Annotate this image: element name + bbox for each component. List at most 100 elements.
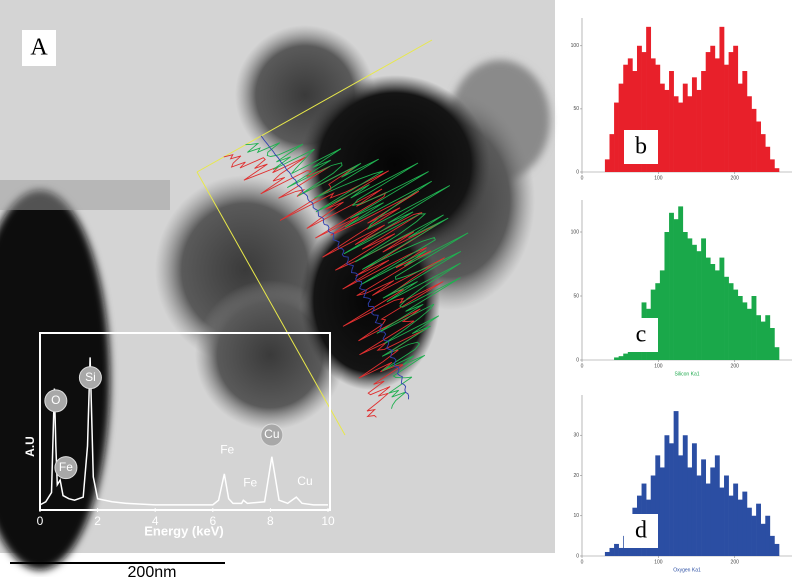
x-tick-label: 6 [209,514,216,528]
bar [705,483,711,556]
bar [669,212,674,360]
bar [719,487,725,556]
bar [774,543,780,556]
bar [678,102,684,172]
bar [746,308,752,360]
scan-trace [245,142,469,409]
bar [636,45,642,172]
x-tick-label: 0 [581,363,584,369]
peak-label: Cu [264,427,279,441]
bar [691,443,697,556]
peak-label: Cu [297,474,312,488]
bar [765,146,771,172]
bar [678,455,684,556]
x-tick-label: 200 [731,175,740,181]
x-tick-label: 100 [654,559,663,565]
panel-label-box [22,30,56,66]
x-tick-label: 2 [94,514,101,528]
bar [769,159,775,172]
bar [710,467,716,556]
peak-marker [54,456,78,480]
bar [760,523,766,556]
scan-trace [260,135,410,400]
bar [691,77,697,172]
y-tick-label: 100 [571,43,580,49]
bar [751,296,757,360]
bar [724,276,729,360]
panel-label: A [30,35,48,61]
panel-label-box [624,514,658,548]
bar [737,499,743,556]
bar [765,315,771,360]
peak-label: Fe [59,460,73,474]
bar [632,71,638,172]
bar [627,347,633,360]
line-scans [223,135,469,418]
peak-marker [44,389,68,413]
bar [728,283,734,360]
bar [673,411,679,556]
bar [746,96,752,172]
bar [705,52,711,172]
bar [618,547,624,556]
bar [760,321,766,360]
spectrum-line [39,357,328,506]
bar [714,270,720,360]
bar [664,435,670,556]
bar [710,45,716,172]
bar [765,515,771,556]
bar [705,257,711,360]
bar [756,315,761,360]
bar [655,455,661,556]
tem-image: A [0,0,555,570]
bar [751,515,757,556]
bar [760,134,766,172]
bar [614,357,619,360]
bar [659,83,665,172]
bar [646,26,652,173]
bar [618,83,624,172]
bar [696,89,702,172]
bar [641,52,647,172]
bar [682,435,688,556]
bar [701,459,707,556]
y-tick-label: 10 [573,513,579,519]
bar [682,232,688,360]
bar [609,547,615,556]
bar [724,64,729,172]
bar [746,507,752,556]
bar [728,495,734,556]
x-tick-label: 0 [37,514,44,528]
bar [623,64,629,172]
bar [719,26,725,173]
bar [614,543,619,556]
bar [733,45,739,172]
bar [742,71,748,172]
x-tick-label: 200 [731,363,740,369]
bar [756,503,761,556]
x-axis-label: Energy (keV) [144,523,223,538]
x-tick-label: 4 [152,514,159,528]
bar [659,270,665,360]
bar [604,159,610,172]
x-axis-label: Silicon Ka1 [674,371,699,377]
bar [701,238,707,360]
bar [669,71,674,172]
bar [737,83,743,172]
inset-frame [39,332,331,511]
charts: 0 2 4 6 8 10 Energy (keV) A.U O Si Fe Fe Fe Cu Cu 0 50 10… [23,18,792,573]
x-tick-label: 0 [581,559,584,565]
bar [664,89,670,172]
bar [756,121,761,172]
y-tick-label: 0 [576,553,579,559]
y-tick-label: 50 [573,293,579,299]
y-tick-label: 20 [573,473,579,479]
bar [742,302,748,360]
bar [714,58,720,172]
bar [614,102,619,172]
y-tick-label: 0 [576,169,579,175]
peak-marker [260,423,284,447]
bar [701,71,707,172]
bar [742,491,748,556]
